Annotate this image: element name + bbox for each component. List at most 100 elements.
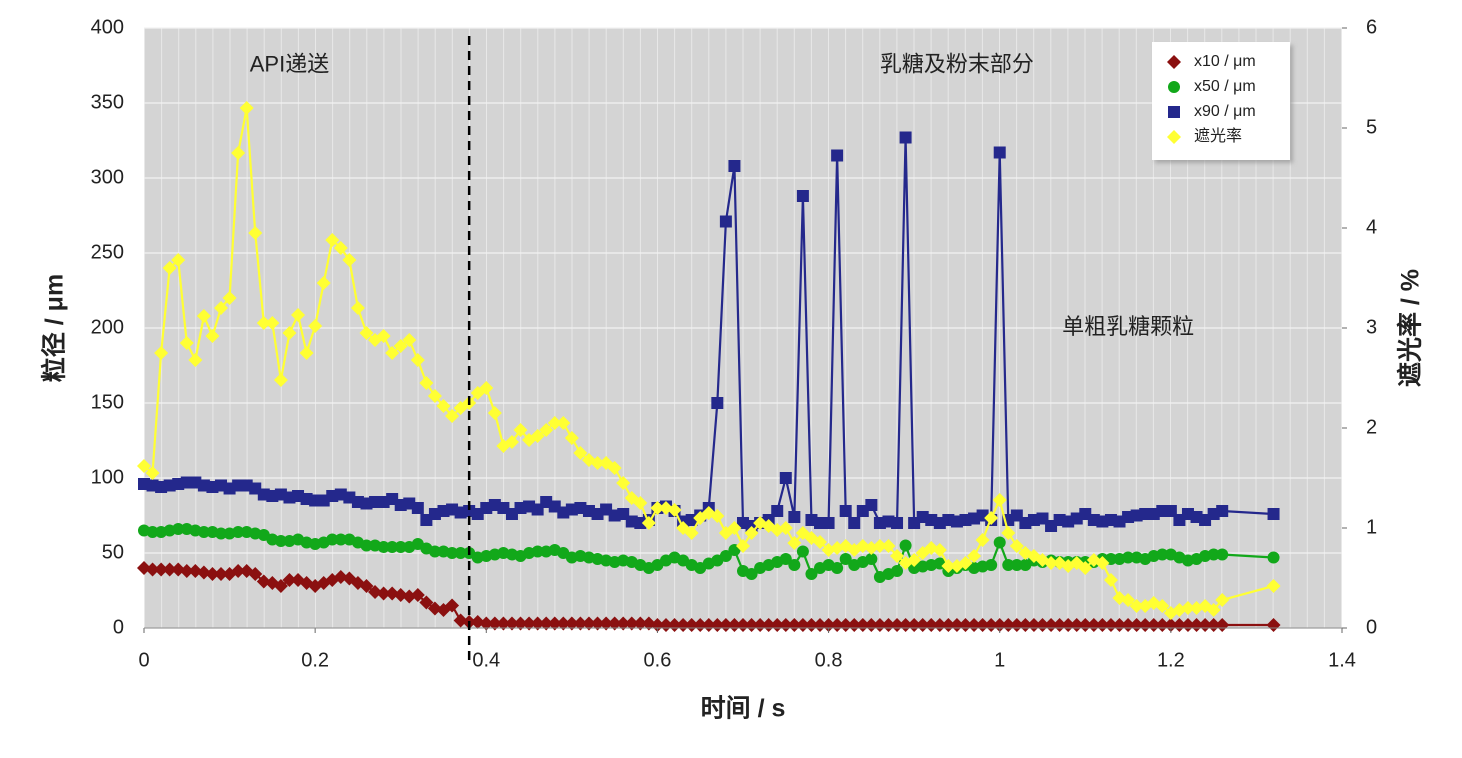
y-tick-label: 100 — [91, 466, 124, 488]
data-point — [248, 226, 263, 240]
data-point — [599, 616, 614, 631]
data-point — [385, 586, 400, 601]
legend: x10 / μm x50 / μm x90 / μm 遮光率 — [1152, 42, 1290, 160]
legend-label: 遮光率 — [1194, 127, 1242, 145]
data-point — [590, 616, 605, 631]
data-point — [513, 616, 528, 631]
data-point — [154, 562, 169, 577]
data-point — [556, 416, 571, 430]
data-point — [967, 549, 982, 563]
data-point — [727, 521, 742, 535]
data-point — [188, 564, 203, 578]
data-point — [299, 346, 314, 360]
data-point — [334, 533, 347, 546]
data-point — [402, 333, 417, 347]
data-point — [984, 511, 999, 525]
data-point — [308, 319, 323, 333]
data-point — [573, 446, 588, 460]
data-point — [1121, 593, 1136, 607]
data-point — [316, 276, 331, 290]
data-point — [410, 588, 425, 602]
data-point — [607, 461, 622, 475]
data-point — [376, 586, 391, 601]
data-point — [282, 573, 297, 587]
data-point — [274, 535, 287, 547]
y-tick-label: 300 — [91, 166, 124, 188]
data-point — [736, 539, 750, 553]
data-point — [1010, 559, 1023, 571]
data-point — [1078, 561, 1093, 575]
data-point — [522, 616, 537, 631]
data-point — [710, 509, 725, 523]
data-point — [744, 526, 759, 540]
data-point — [446, 547, 459, 559]
y-tick-label: 0 — [113, 616, 124, 638]
data-point — [265, 316, 280, 330]
y2-tick-label: 5 — [1366, 116, 1377, 138]
data-point — [530, 429, 545, 443]
data-point — [393, 588, 408, 602]
data-point — [454, 547, 467, 559]
x-tick-label: 0.6 — [644, 649, 672, 671]
data-point — [993, 536, 1006, 549]
data-point — [325, 233, 340, 247]
data-point — [728, 160, 741, 172]
data-point — [326, 533, 339, 546]
data-point — [779, 472, 792, 484]
data-point — [975, 533, 990, 547]
data-point — [496, 616, 511, 631]
data-point — [745, 568, 758, 580]
data-point — [719, 215, 732, 228]
data-point — [813, 535, 828, 549]
data-point — [1267, 508, 1280, 520]
data-point — [1206, 603, 1221, 617]
data-point — [1207, 548, 1220, 561]
data-point — [215, 527, 228, 540]
data-point — [411, 502, 424, 514]
data-point — [1180, 601, 1195, 615]
data-point — [256, 316, 271, 330]
data-point — [564, 431, 579, 445]
data-point — [839, 553, 852, 565]
data-point — [171, 562, 186, 577]
annotation: 乳糖及粉末部分 — [880, 51, 1034, 76]
data-point — [531, 545, 544, 558]
data-point — [145, 562, 160, 577]
data-point — [719, 550, 732, 562]
data-point — [137, 459, 151, 473]
data-point — [385, 346, 400, 360]
data-point — [641, 616, 656, 631]
x-tick-label: 0 — [138, 649, 149, 671]
data-point — [805, 568, 818, 580]
data-point — [273, 579, 288, 593]
data-point — [171, 253, 186, 267]
data-point — [453, 613, 468, 628]
data-point — [333, 241, 348, 255]
data-point — [711, 397, 724, 409]
data-point — [778, 521, 793, 535]
y-tick-label: 150 — [91, 391, 124, 413]
data-point — [556, 616, 571, 631]
data-point — [1156, 548, 1169, 561]
data-point — [196, 565, 211, 580]
data-point — [787, 536, 802, 550]
data-point — [145, 466, 160, 480]
x-tick-label: 1 — [994, 649, 1005, 671]
y-tick-label: 350 — [91, 91, 124, 113]
x-tick-label: 1.2 — [1157, 649, 1185, 671]
data-point — [616, 616, 631, 631]
data-point — [907, 553, 922, 567]
y-tick-label: 400 — [91, 16, 124, 38]
data-point — [564, 616, 579, 631]
data-point — [899, 539, 912, 552]
data-point — [788, 559, 801, 571]
data-point — [796, 545, 809, 558]
data-point — [891, 517, 904, 529]
data-point — [1216, 505, 1229, 517]
data-point — [350, 301, 365, 315]
data-point — [504, 616, 519, 631]
data-point — [231, 564, 246, 578]
data-point — [282, 326, 297, 340]
data-point — [214, 301, 229, 315]
data-point — [394, 541, 407, 553]
